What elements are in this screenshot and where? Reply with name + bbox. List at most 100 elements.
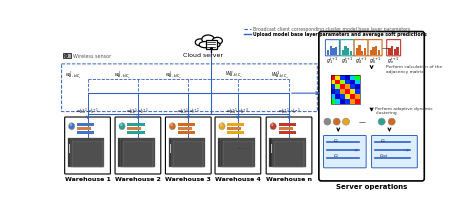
FancyBboxPatch shape <box>368 40 382 56</box>
Bar <box>77 131 94 134</box>
Bar <box>342 51 344 55</box>
Bar <box>118 138 155 167</box>
Bar <box>330 75 336 80</box>
Bar <box>345 90 350 95</box>
Bar <box>336 90 340 95</box>
Bar <box>355 95 360 99</box>
FancyBboxPatch shape <box>215 117 261 174</box>
Bar <box>375 46 377 55</box>
Bar <box>330 99 336 104</box>
Bar <box>228 127 241 130</box>
Bar <box>336 99 340 104</box>
Ellipse shape <box>333 119 340 125</box>
Bar <box>218 138 255 167</box>
Bar <box>330 80 336 85</box>
Bar <box>171 140 204 167</box>
Bar <box>340 99 345 104</box>
Text: Wireless sensor: Wireless sensor <box>73 54 111 59</box>
Bar <box>388 49 391 55</box>
Bar <box>330 85 336 90</box>
Bar <box>364 48 366 55</box>
Bar <box>394 50 396 55</box>
Bar <box>279 131 296 134</box>
Ellipse shape <box>343 119 349 125</box>
Text: $g^{t+1}_6$: $g^{t+1}_6$ <box>369 55 382 65</box>
Text: $g^{t+1}_n$: $g^{t+1}_n$ <box>387 55 400 65</box>
Text: Cloud server: Cloud server <box>182 53 223 58</box>
Ellipse shape <box>70 124 72 127</box>
Bar <box>370 50 372 55</box>
Bar <box>123 141 153 167</box>
Text: —: — <box>381 46 388 52</box>
Bar <box>330 47 332 55</box>
Bar <box>373 48 374 55</box>
Bar <box>350 75 355 80</box>
Bar <box>173 141 203 167</box>
Text: ......: ...... <box>237 141 251 150</box>
Ellipse shape <box>169 123 175 130</box>
Bar <box>345 75 350 80</box>
Ellipse shape <box>378 119 385 125</box>
FancyBboxPatch shape <box>266 117 312 174</box>
Bar <box>336 95 340 99</box>
Bar <box>279 124 296 126</box>
Bar <box>345 99 350 104</box>
Bar <box>356 49 358 55</box>
Ellipse shape <box>120 124 122 127</box>
Bar <box>345 95 350 99</box>
Ellipse shape <box>171 124 173 127</box>
Bar <box>77 127 91 130</box>
Text: $g^{t+1}_1$: $g^{t+1}_1$ <box>326 55 339 65</box>
Bar <box>77 124 94 126</box>
Ellipse shape <box>270 123 276 130</box>
Bar <box>396 48 399 55</box>
Text: $w^{t+1}_{B,4}, s^{t+3}_4$: $w^{t+1}_{B,4}, s^{t+3}_4$ <box>227 106 249 117</box>
Bar <box>73 141 103 167</box>
Bar <box>378 51 380 55</box>
Bar <box>350 99 355 104</box>
Bar <box>220 140 254 167</box>
Bar <box>206 41 217 50</box>
FancyBboxPatch shape <box>64 117 110 174</box>
Bar <box>279 127 292 130</box>
Ellipse shape <box>69 123 75 130</box>
FancyBboxPatch shape <box>326 40 339 56</box>
Bar <box>340 90 345 95</box>
Bar <box>330 75 360 104</box>
Text: Warehouse 4: Warehouse 4 <box>215 176 261 181</box>
Text: $C_2$: $C_2$ <box>333 152 340 159</box>
Text: Perform calculation of the
adjacency matrix: Perform calculation of the adjacency mat… <box>385 65 442 74</box>
Bar <box>345 46 347 55</box>
Text: $w^l_{B,k(C_3}$: $w^l_{B,k(C_3}$ <box>164 69 182 80</box>
Bar <box>345 85 350 90</box>
FancyBboxPatch shape <box>165 117 211 174</box>
Bar <box>350 52 352 55</box>
Bar <box>120 144 150 153</box>
Ellipse shape <box>199 42 211 48</box>
Text: $w^l_{B,k(C_2}$: $w^l_{B,k(C_2}$ <box>114 69 131 80</box>
Bar <box>347 49 349 55</box>
Text: $g^{t+1}_4$: $g^{t+1}_4$ <box>355 55 367 65</box>
Ellipse shape <box>195 40 205 47</box>
Bar <box>391 46 393 55</box>
Text: Warehouse 2: Warehouse 2 <box>115 176 161 181</box>
Text: Server operations: Server operations <box>336 183 407 189</box>
Text: $W^c_{B,k(C_n}$: $W^c_{B,k(C_n}$ <box>225 69 243 80</box>
Bar <box>128 124 145 126</box>
Bar <box>274 141 304 167</box>
Bar <box>170 144 201 153</box>
Text: $W^1_{B,k(C_n}$: $W^1_{B,k(C_n}$ <box>271 69 289 80</box>
FancyBboxPatch shape <box>372 136 417 168</box>
Bar <box>228 131 245 134</box>
Text: Warehouse 3: Warehouse 3 <box>165 176 211 181</box>
FancyBboxPatch shape <box>387 40 401 56</box>
Bar <box>169 138 205 167</box>
Bar <box>361 52 364 55</box>
Ellipse shape <box>271 124 273 127</box>
Bar <box>350 90 355 95</box>
Bar <box>355 90 360 95</box>
Text: Warehouse n: Warehouse n <box>266 176 312 181</box>
Bar <box>178 127 192 130</box>
Ellipse shape <box>219 123 225 130</box>
FancyBboxPatch shape <box>319 32 424 181</box>
